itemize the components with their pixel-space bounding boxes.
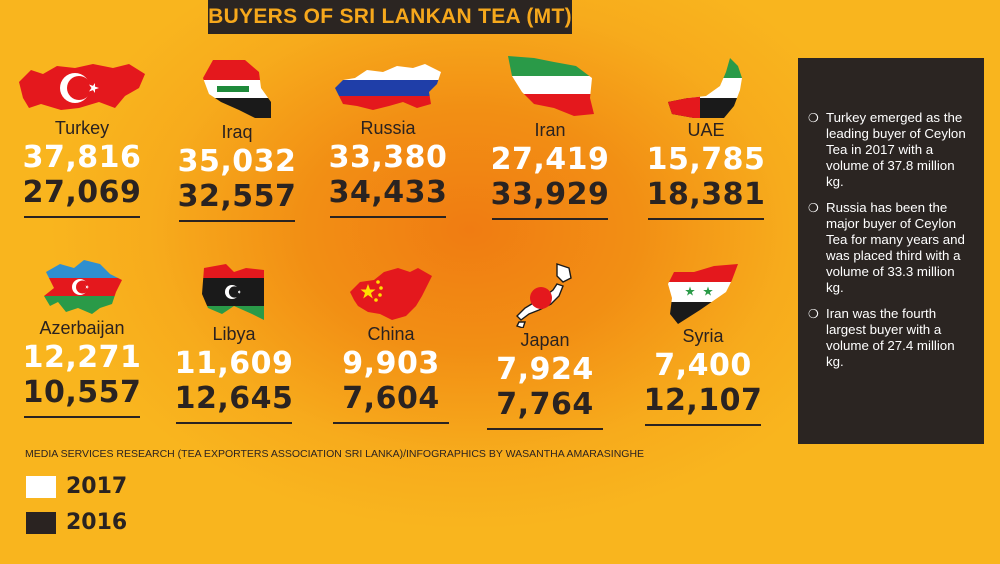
divider (487, 428, 603, 430)
syria-flag-map-icon (668, 264, 738, 324)
value-2017: 15,785 (646, 142, 766, 177)
value-2017: 33,380 (328, 140, 448, 175)
note-item: ❍ Iran was the fourth largest buyer with… (808, 306, 976, 370)
country-name: Japan (520, 330, 570, 350)
legend-swatch-2017 (26, 475, 56, 498)
note-text: Russia has been the major buyer of Ceylo… (826, 200, 965, 295)
legend-label-2016: 2016 (66, 510, 128, 535)
azerbaijan-flag-map-icon (44, 260, 122, 314)
divider (24, 216, 140, 218)
value-2016: 18,381 (646, 177, 766, 212)
divider (24, 416, 140, 418)
country-name: Iraq (221, 122, 253, 142)
japan-flag-map-icon (516, 263, 572, 328)
value-2017: 35,032 (177, 144, 297, 179)
country-china: China 9,903 7,604 (311, 266, 471, 424)
country-name: Iran (534, 120, 566, 140)
country-turkey: Turkey 37,816 27,069 (2, 60, 162, 218)
value-2016: 10,557 (22, 375, 142, 410)
divider (330, 216, 446, 218)
value-2016: 7,604 (342, 381, 440, 416)
divider (645, 424, 761, 426)
value-2017: 7,400 (654, 348, 752, 383)
value-2017: 7,924 (496, 352, 594, 387)
value-2016: 32,557 (177, 179, 297, 214)
china-flag-map-icon (350, 268, 432, 320)
iraq-flag-map-icon (203, 60, 271, 118)
country-name: Russia (360, 118, 416, 138)
uae-flag-map-icon (668, 58, 742, 118)
legend-2017: 2017 (26, 474, 127, 499)
value-2016: 27,069 (22, 175, 142, 210)
bullet-icon: ❍ (808, 307, 819, 321)
bullet-icon: ❍ (808, 111, 819, 125)
value-2016: 33,929 (490, 177, 610, 212)
divider (179, 220, 295, 222)
bullet-icon: ❍ (808, 201, 819, 215)
country-name: China (367, 324, 415, 344)
country-russia: Russia 33,380 34,433 (308, 60, 468, 218)
note-text: Turkey emerged as the leading buyer of C… (826, 110, 966, 189)
turkey-flag-map-icon (19, 64, 145, 110)
source-credit: MEDIA SERVICES RESEARCH (TEA EXPORTERS A… (25, 448, 645, 460)
value-2017: 12,271 (22, 340, 142, 375)
country-uae: UAE 15,785 18,381 (626, 56, 786, 220)
iran-flag-map-icon (508, 56, 594, 116)
note-item: ❍ Russia has been the major buyer of Cey… (808, 200, 976, 296)
value-2017: 27,419 (490, 142, 610, 177)
russia-flag-map-icon (335, 64, 441, 110)
country-libya: Libya 11,609 12,645 (154, 262, 314, 424)
value-2017: 37,816 (22, 140, 142, 175)
country-name: Syria (682, 326, 724, 346)
infographic-title: BUYERS OF SRI LANKAN TEA (MT) (208, 0, 572, 34)
value-2016: 34,433 (328, 175, 448, 210)
divider (648, 218, 764, 220)
value-2017: 9,903 (342, 346, 440, 381)
divider (333, 422, 449, 424)
country-name: Azerbaijan (39, 318, 125, 338)
value-2016: 7,764 (496, 387, 594, 422)
legend-2016: 2016 (26, 510, 127, 535)
note-item: ❍ Turkey emerged as the leading buyer of… (808, 110, 976, 190)
country-syria: Syria 7,400 12,107 (623, 262, 783, 426)
country-japan: Japan 7,924 7,764 (465, 262, 625, 430)
value-2016: 12,107 (643, 383, 763, 418)
country-name: Turkey (54, 118, 110, 138)
divider (492, 218, 608, 220)
country-iran: Iran 27,419 33,929 (470, 54, 630, 220)
country-name: UAE (687, 120, 725, 140)
divider (176, 422, 292, 424)
country-name: Libya (212, 324, 256, 344)
value-2017: 11,609 (174, 346, 294, 381)
legend-label-2017: 2017 (66, 474, 128, 499)
value-2016: 12,645 (174, 381, 294, 416)
country-azerbaijan: Azerbaijan 12,271 10,557 (2, 258, 162, 418)
notes-panel: ❍ Turkey emerged as the leading buyer of… (798, 58, 984, 444)
note-text: Iran was the fourth largest buyer with a… (826, 306, 955, 369)
libya-flag-map-icon (202, 264, 264, 320)
country-iraq: Iraq 35,032 32,557 (157, 58, 317, 222)
legend-swatch-2016 (26, 511, 56, 534)
